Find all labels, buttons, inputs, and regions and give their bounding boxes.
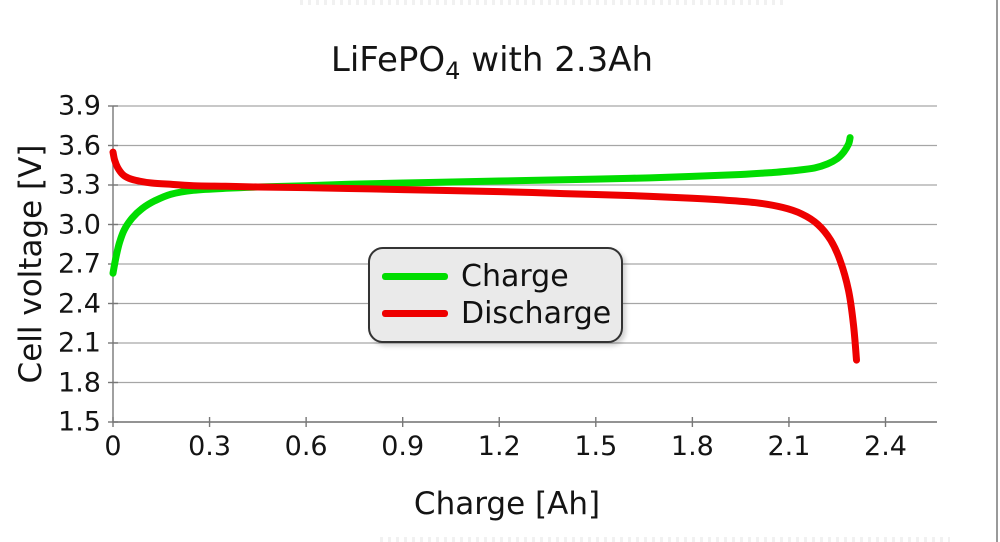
x-axis-title: Charge [Ah] [413,486,601,522]
y-tick-label: 1.8 [58,367,101,398]
x-tick-label: 0 [104,431,122,462]
x-tick-label: 2.4 [864,431,907,462]
y-tick-label: 3.0 [58,209,101,240]
x-tick-label: 0.9 [381,431,425,462]
clipped-text-artifact-top [300,0,788,5]
discharge-curve [109,148,860,364]
chart-title-prefix: LiFePO [330,40,446,80]
x-tick-label: 0.6 [284,431,328,462]
clipped-text-artifact-bottom [380,537,950,542]
legend-label-discharge: Discharge [461,295,612,331]
y-tick-label: 2.7 [58,248,101,280]
chart-title-suffix: with 2.3Ah [460,40,654,80]
y-tick-label: 1.5 [58,406,101,438]
x-tick-label: 1.8 [670,431,714,462]
legend-box: Charge Discharge [368,247,623,343]
window-edge-divider [996,0,998,542]
legend-item-discharge: Discharge [380,295,611,332]
chart-title-subscript: 4 [445,57,461,85]
legend-label-charge: Charge [461,258,569,294]
discharge-line-swatch [382,310,448,317]
charge-line-swatch [382,273,448,280]
y-tick-label: 3.6 [58,130,101,161]
x-tick-label: 2.1 [767,431,811,462]
x-tick-label: 0.3 [188,431,232,462]
legend-item-charge: Charge [380,258,611,295]
charge-curve [109,134,854,277]
y-tick-label: 2.1 [58,327,101,359]
y-tick-label: 2.4 [58,288,101,319]
x-tick-label: 1.2 [477,431,521,462]
x-tick-label: 1.5 [574,431,618,462]
y-tick-label: 3.9 [58,90,101,122]
chart-title: LiFePO4 with 2.3Ah [0,40,984,85]
y-tick-label: 3.3 [58,169,101,201]
